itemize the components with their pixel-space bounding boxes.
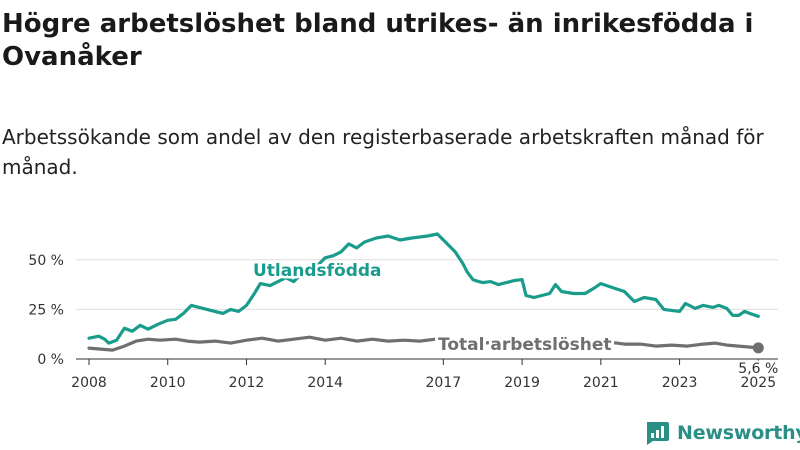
series-line-total: [87, 335, 760, 352]
x-tick-label: 2008: [71, 375, 107, 391]
newsworthy-logo-icon: [647, 422, 669, 445]
x-tick-label: 2010: [150, 375, 186, 391]
y-tick-label: 25 %: [28, 302, 64, 318]
x-tick-label: 2023: [662, 375, 698, 391]
x-tick-label: 2012: [229, 375, 265, 391]
series-label-total: Total arbetslöshet: [438, 335, 612, 355]
x-tick-label: 2025: [740, 375, 776, 391]
last-value-dot: [752, 342, 764, 354]
chart-title: Högre arbetslöshet bland utrikes- än inr…: [2, 9, 754, 72]
last-value-label: 5,6 %: [738, 361, 778, 377]
x-tick-label: 2021: [583, 375, 619, 391]
y-tick-label: 0 %: [37, 352, 64, 368]
newsworthy-logo: Newsworthy: [644, 420, 800, 446]
chart-subtitle: Arbetssökande som andel av den registerb…: [2, 125, 764, 179]
x-tick-label: 2014: [307, 375, 343, 391]
x-tick-label: 2019: [504, 375, 540, 391]
series-line-utlandsfodda: [87, 232, 760, 345]
x-tick-label: 2017: [426, 375, 462, 391]
brand-name: Newsworthy: [677, 422, 800, 444]
y-tick-label: 50 %: [28, 253, 64, 269]
series-label-utlandsfodda: Utlandsfödda: [253, 261, 382, 281]
